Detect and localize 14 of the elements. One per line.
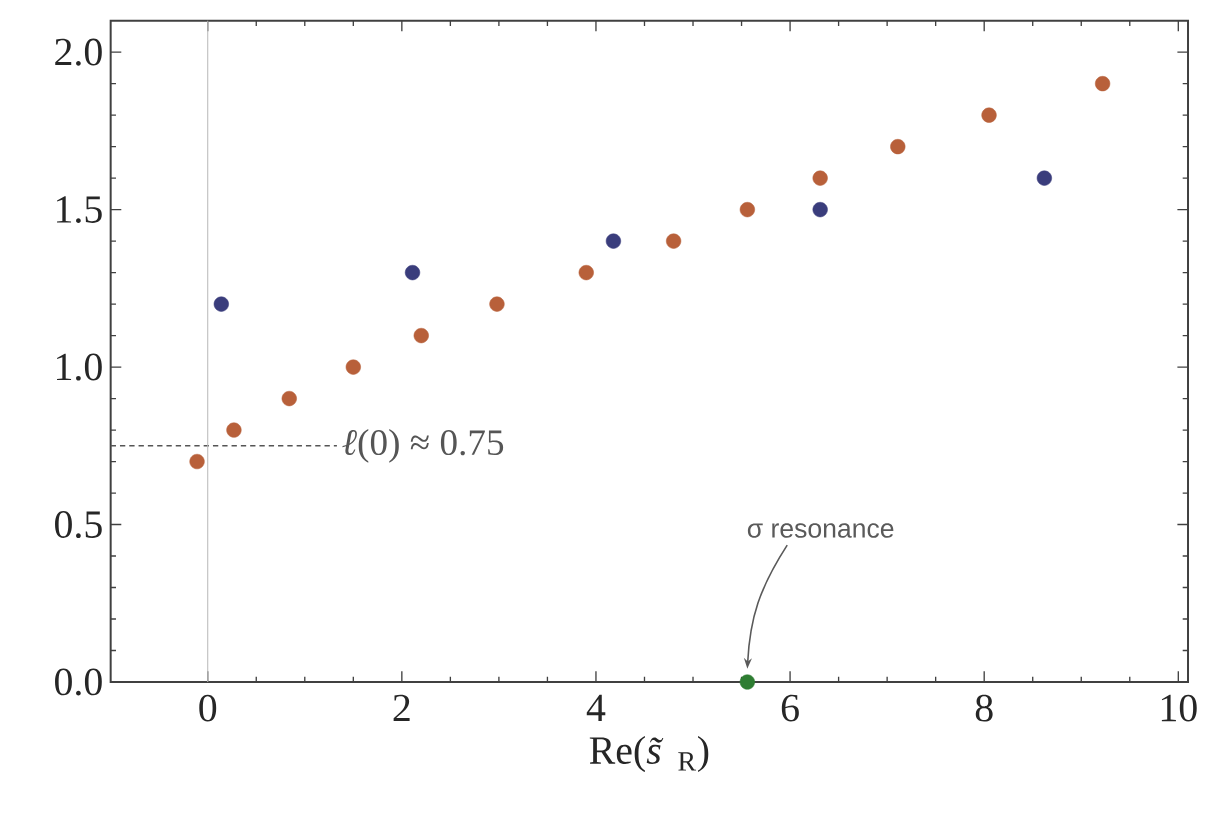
x-tick-label: 8 (975, 694, 993, 722)
annotation: σ resonance (747, 523, 894, 538)
y-tick-label: 1.5 (57, 196, 102, 224)
x-tick-label: 2 (393, 694, 410, 722)
x-tick-label: 6 (781, 694, 799, 722)
x-tick-label: 0 (199, 694, 217, 722)
y-tick-label: 2.0 (55, 38, 102, 66)
y-tick-label: 0.0 (55, 668, 102, 696)
x-tick-label: 4 (586, 694, 606, 721)
ref-line-label: ℓ(0) ≈ 0.75 (342, 428, 504, 463)
y-tick-label: 0.5 (55, 511, 102, 539)
x-axis-title: Re(s̃$_{R}$) (589, 735, 709, 773)
y-tick-label: 1.0 (57, 353, 102, 381)
x-tick-label: 10 (1161, 694, 1197, 722)
